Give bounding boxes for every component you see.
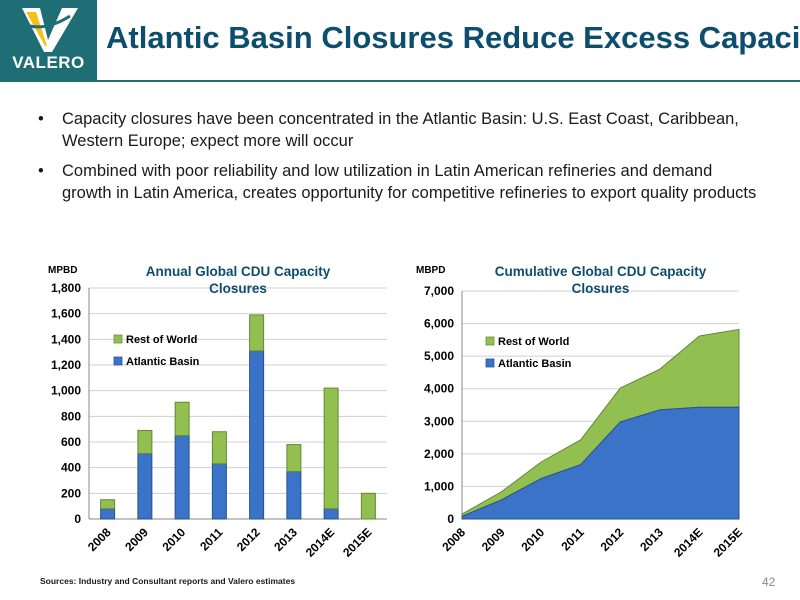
bar-rest-of-world xyxy=(137,429,153,455)
y-tick-label: 200 xyxy=(61,486,81,500)
legend-swatch xyxy=(485,336,495,346)
y-tick-label: 2,000 xyxy=(424,447,454,461)
y-tick-label: 4,000 xyxy=(424,382,454,396)
valero-v-icon xyxy=(22,8,78,52)
bar-atlantic-basin xyxy=(174,435,190,520)
x-tick-label: 2010 xyxy=(518,525,547,554)
bar-atlantic-basin xyxy=(137,453,153,520)
y-tick-label: 1,400 xyxy=(51,332,81,346)
bar-atlantic-basin xyxy=(211,463,227,520)
y-axis-label: MPBD xyxy=(48,265,77,276)
chart-title: Annual Global CDU Capacity xyxy=(146,264,331,279)
x-tick-label: 2015E xyxy=(711,525,745,559)
x-tick-label: 2011 xyxy=(197,525,226,554)
legend-swatch xyxy=(113,356,123,366)
bar-rest-of-world xyxy=(174,401,190,437)
bar-rest-of-world xyxy=(360,492,376,520)
y-axis-label: MBPD xyxy=(416,265,445,276)
legend-label: Rest of World xyxy=(126,334,197,346)
x-tick-label: 2012 xyxy=(234,525,263,554)
bullet-item: • Capacity closures have been concentrat… xyxy=(38,108,758,152)
legend-label: Atlantic Basin xyxy=(498,358,572,370)
y-tick-label: 1,000 xyxy=(424,479,454,493)
y-tick-label: 5,000 xyxy=(424,349,454,363)
x-tick-label: 2010 xyxy=(159,525,188,554)
bar-rest-of-world xyxy=(100,499,116,510)
x-tick-label: 2015E xyxy=(340,525,374,559)
x-tick-label: 2013 xyxy=(271,525,300,554)
y-tick-label: 1,200 xyxy=(51,358,81,372)
y-tick-label: 400 xyxy=(61,461,81,475)
valero-logo: VALERO xyxy=(0,0,97,80)
y-tick-label: 1,000 xyxy=(51,384,81,398)
cumulative-closures-area-chart: 0 1,000 2,000 3,000 4,000 5,000 6,000 7,000 MBPD… xyxy=(416,264,745,560)
chart-title: Cumulative Global CDU Capacity xyxy=(495,264,707,279)
bullet-dot: • xyxy=(38,162,44,180)
bar-rest-of-world xyxy=(286,444,302,473)
bar-rest-of-world xyxy=(211,431,227,465)
y-tick-label: 6,000 xyxy=(424,317,454,331)
slide-header: VALERO Atlantic Basin Closures Reduce Ex… xyxy=(0,0,800,80)
x-tick-label: 2014E xyxy=(303,525,337,559)
y-tick-label: 1,800 xyxy=(51,281,81,295)
chart-title: Closures xyxy=(209,281,267,296)
x-tick-label: 2014E xyxy=(671,525,705,559)
y-tick-label: 3,000 xyxy=(424,414,454,428)
bullet-list: • Capacity closures have been concentrat… xyxy=(38,108,758,212)
y-tick-label: 600 xyxy=(61,435,81,449)
bullet-item: • Combined with poor reliability and low… xyxy=(38,160,758,204)
bar-atlantic-basin xyxy=(323,508,339,520)
y-tick-label: 7,000 xyxy=(424,284,454,298)
bar-atlantic-basin xyxy=(249,350,265,520)
x-tick-label: 2009 xyxy=(122,525,151,554)
y-tick-label: 0 xyxy=(447,512,454,526)
slide-title: Atlantic Basin Closures Reduce Excess Ca… xyxy=(106,20,800,55)
page-number: 42 xyxy=(762,575,776,589)
x-tick-label: 2008 xyxy=(85,525,114,554)
bullet-dot: • xyxy=(38,110,44,128)
bar-rest-of-world xyxy=(323,387,339,510)
bullet-text: Combined with poor reliability and low u… xyxy=(62,162,757,202)
header-rule xyxy=(0,80,800,82)
y-tick-label: 800 xyxy=(61,409,81,423)
chart-title: Closures xyxy=(572,281,630,296)
sources-footnote: Sources: Industry and Consultant reports… xyxy=(40,576,296,586)
x-tick-label: 2012 xyxy=(598,525,627,554)
legend-label: Rest of World xyxy=(498,336,569,348)
x-tick-label: 2008 xyxy=(439,525,468,554)
y-tick-label: 0 xyxy=(74,512,81,526)
legend-label: Atlantic Basin xyxy=(126,356,200,368)
legend-swatch xyxy=(485,358,495,368)
logo-text: VALERO xyxy=(12,53,85,72)
x-tick-label: 2011 xyxy=(559,525,588,554)
annual-closures-bar-chart: 0 200 400 600 800 1,000 1,200 1,400 1,600 1,800 MP… xyxy=(48,264,387,560)
bar-atlantic-basin xyxy=(100,508,116,520)
bar-atlantic-basin xyxy=(286,471,302,520)
x-tick-label: 2013 xyxy=(637,525,666,554)
x-tick-label: 2009 xyxy=(479,525,508,554)
area-atlantic-basin xyxy=(461,406,740,520)
y-tick-label: 1,600 xyxy=(51,307,81,321)
bar-rest-of-world xyxy=(249,314,265,352)
bullet-text: Capacity closures have been concentrated… xyxy=(62,110,739,150)
legend-swatch xyxy=(113,334,123,344)
